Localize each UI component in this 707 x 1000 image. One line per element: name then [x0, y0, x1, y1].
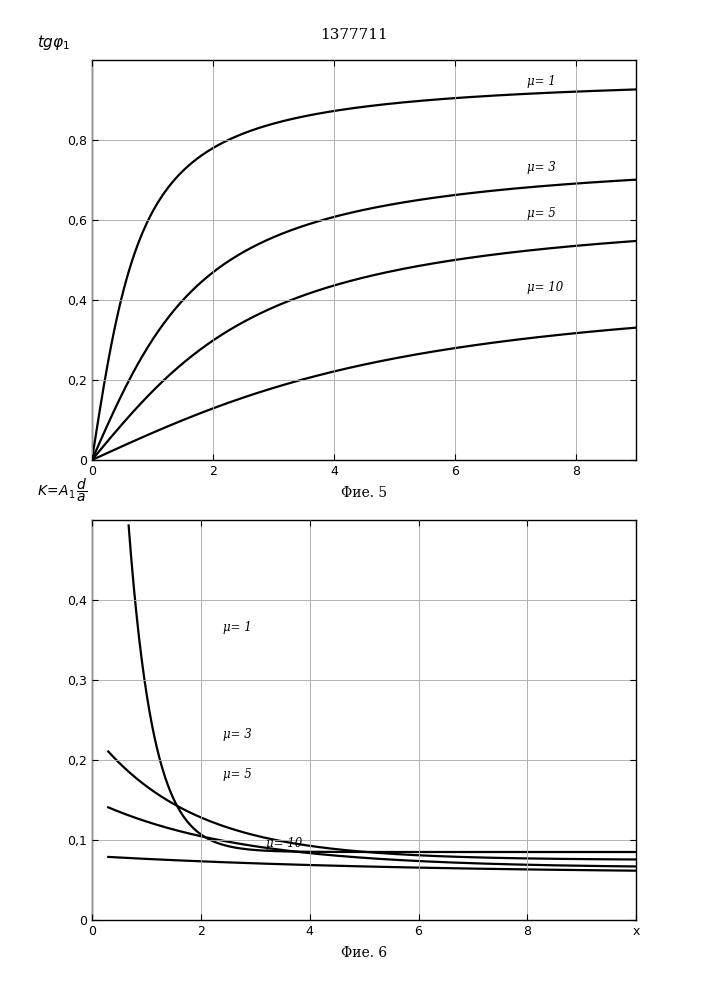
Text: μ= 1: μ= 1: [223, 621, 251, 634]
X-axis label: Φие. 5: Φие. 5: [341, 486, 387, 500]
Text: $K\!=\!A_1\,\dfrac{d}{a}$: $K\!=\!A_1\,\dfrac{d}{a}$: [37, 477, 88, 504]
Text: μ= 1: μ= 1: [527, 75, 556, 88]
Text: μ= 10: μ= 10: [266, 837, 303, 850]
Text: μ= 3: μ= 3: [223, 728, 251, 741]
Text: μ= 5: μ= 5: [223, 768, 251, 781]
Text: μ= 3: μ= 3: [527, 161, 556, 174]
Text: μ= 10: μ= 10: [527, 282, 563, 294]
X-axis label: Φие. 6: Φие. 6: [341, 946, 387, 960]
Text: $tg\varphi_1$: $tg\varphi_1$: [37, 33, 71, 52]
Text: μ= 5: μ= 5: [527, 207, 556, 220]
Text: 1377711: 1377711: [320, 28, 387, 42]
